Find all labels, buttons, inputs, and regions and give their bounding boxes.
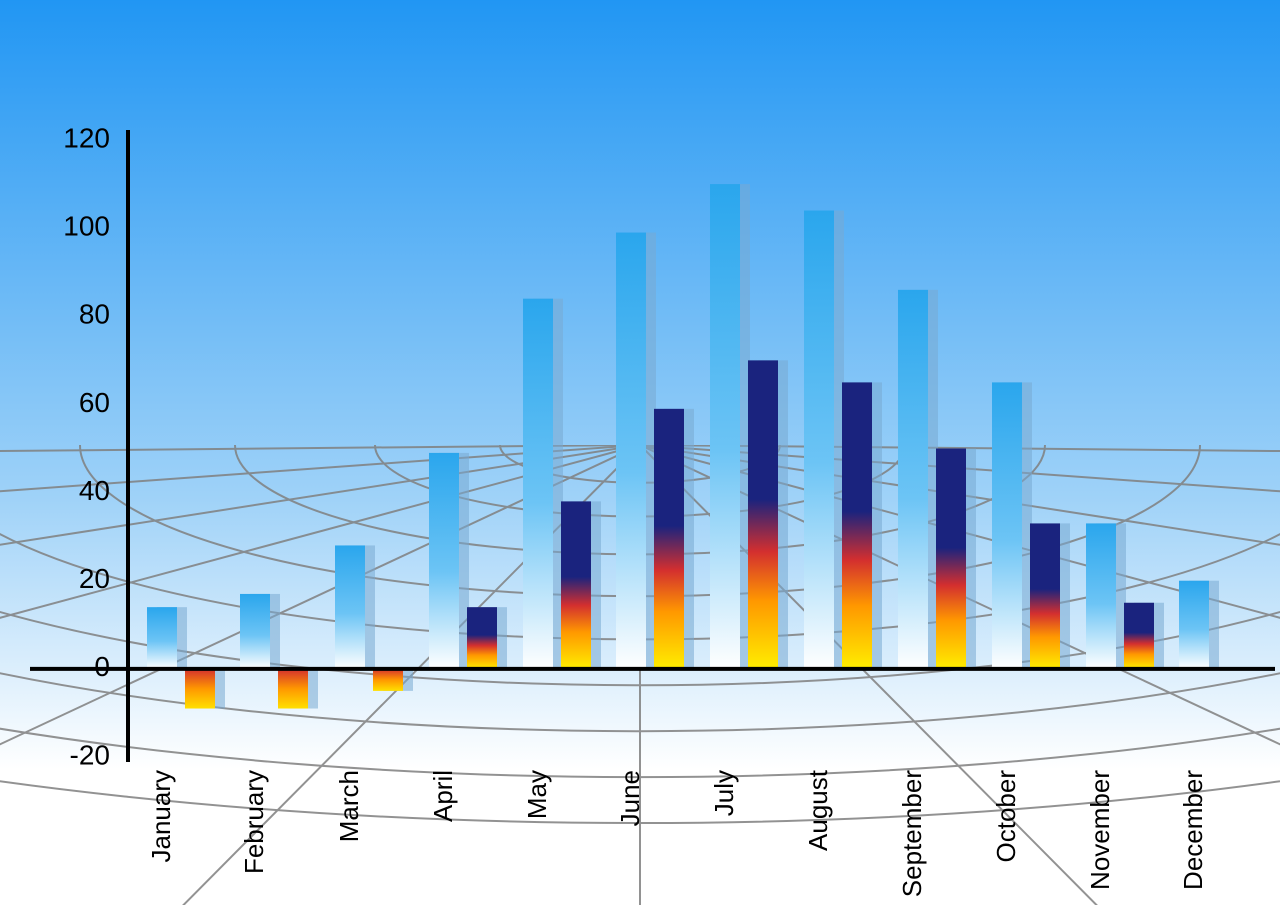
xtick-label: April — [428, 770, 458, 822]
xtick-label: July — [709, 770, 739, 816]
xtick-label: January — [146, 770, 176, 863]
xtick-label: September — [897, 770, 927, 898]
bar-series-fire — [654, 409, 684, 669]
bar-series-blue — [429, 453, 459, 669]
ytick-label: 40 — [79, 475, 110, 506]
bar-series-blue — [992, 382, 1022, 668]
bar-series-blue — [240, 594, 270, 669]
bar-series-blue — [523, 299, 553, 669]
bar-series-fire — [748, 360, 778, 669]
xtick-label: October — [991, 770, 1021, 863]
chart-svg: 120 100 80 60 40 20 0 -20 January February March Ap… — [0, 0, 1280, 905]
ytick-label: 120 — [63, 122, 110, 153]
ytick-label: -20 — [70, 739, 110, 770]
bar-series-fire — [185, 669, 215, 709]
bar-series-blue — [616, 233, 646, 669]
bar-series-blue — [1179, 581, 1209, 669]
ytick-label: 0 — [94, 651, 110, 682]
bar-series-fire — [278, 669, 308, 709]
ytick-label: 60 — [79, 387, 110, 418]
bar-series-blue — [804, 211, 834, 669]
xtick-label: December — [1178, 770, 1208, 890]
ytick-label: 20 — [79, 563, 110, 594]
bar-series-fire — [936, 449, 966, 669]
xtick-label: November — [1085, 770, 1115, 890]
xtick-label: February — [239, 770, 269, 874]
xtick-label: June — [615, 770, 645, 826]
bar-series-blue — [335, 545, 365, 668]
bar-series-blue — [898, 290, 928, 669]
ytick-label: 80 — [79, 299, 110, 330]
bar-series-blue — [147, 607, 177, 669]
xtick-label: May — [522, 770, 552, 819]
bar-series-fire — [842, 382, 872, 668]
bar-series-fire — [373, 669, 403, 691]
ytick-label: 100 — [63, 211, 110, 242]
bar-series-fire — [1124, 603, 1154, 669]
bar-series-fire — [467, 607, 497, 669]
bar-series-blue — [1086, 523, 1116, 668]
bar-series-fire — [1030, 523, 1060, 668]
xtick-label: March — [334, 770, 364, 842]
xtick-label: August — [803, 769, 833, 851]
bar-series-fire — [561, 501, 591, 668]
monthly-bar-chart: 120 100 80 60 40 20 0 -20 January February March Ap… — [0, 0, 1280, 905]
bar-series-blue — [710, 184, 740, 669]
